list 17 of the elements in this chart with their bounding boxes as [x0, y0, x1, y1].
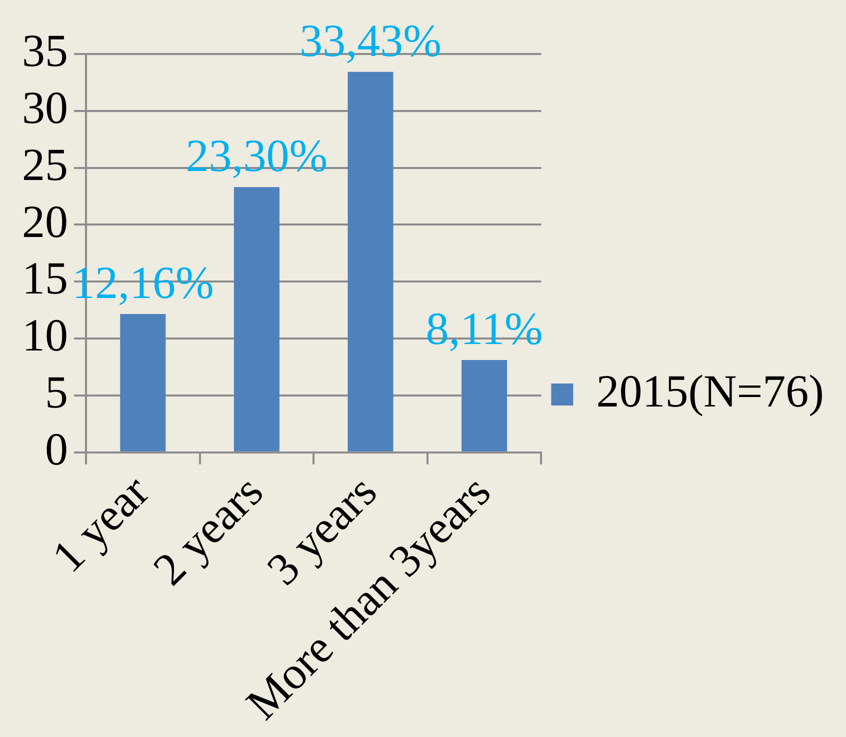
data-label: 33,43% — [300, 14, 442, 66]
y-tick-label: 15 — [22, 252, 68, 304]
y-tick-label: 20 — [22, 196, 68, 247]
bar — [120, 314, 166, 452]
data-label: 23,30% — [186, 130, 328, 182]
legend-label: 2015(N=76) — [596, 366, 824, 417]
y-tick-label: 0 — [45, 423, 68, 474]
y-tick-label: 5 — [45, 366, 68, 418]
data-label: 8,11% — [426, 303, 543, 354]
bar — [234, 187, 280, 452]
bar — [348, 72, 394, 452]
y-tick-label: 30 — [22, 82, 68, 133]
y-tick-label: 35 — [22, 25, 68, 76]
bar — [462, 360, 508, 452]
data-label: 12,16% — [72, 256, 214, 308]
y-tick-label: 10 — [22, 310, 68, 361]
y-tick-label: 25 — [22, 138, 68, 190]
